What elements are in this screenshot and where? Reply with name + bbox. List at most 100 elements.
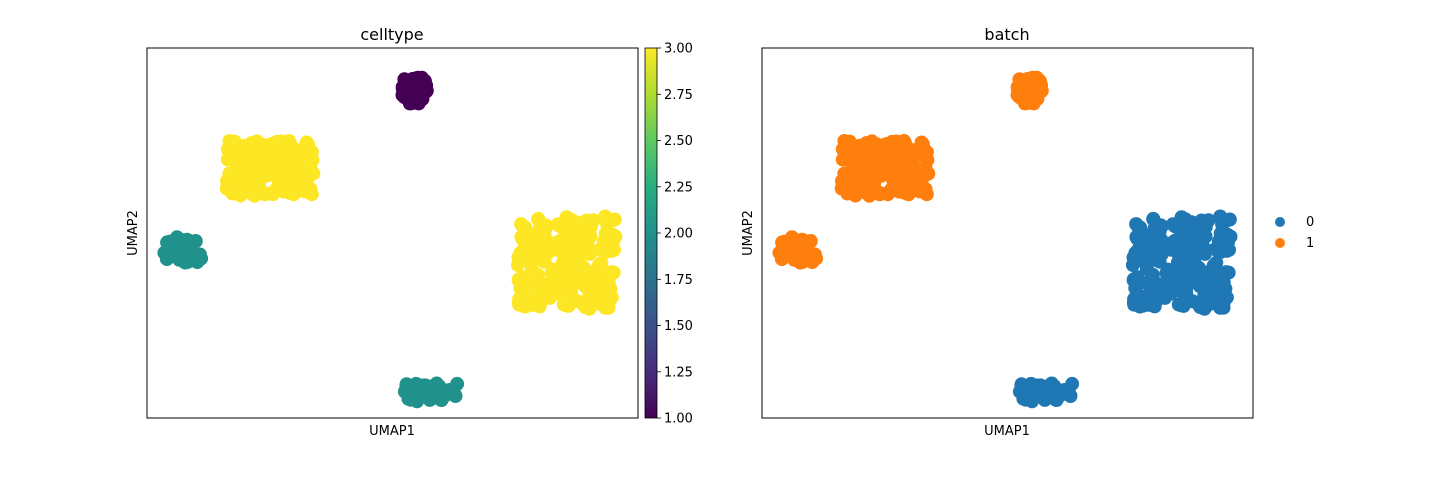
batch-panel: batch UMAP1 UMAP2 xyxy=(741,25,1254,439)
batch-point xyxy=(1126,250,1141,265)
batch-point xyxy=(899,152,914,166)
batch-point xyxy=(846,143,861,157)
celltype-point xyxy=(434,393,449,407)
celltype-point xyxy=(403,96,418,111)
batch-point xyxy=(1025,86,1040,101)
celltype-point xyxy=(182,233,196,248)
celltype-point xyxy=(606,213,620,228)
celltype-point xyxy=(271,149,286,164)
batch-point xyxy=(1195,215,1210,230)
celltype-point xyxy=(299,135,314,150)
batch-point xyxy=(1183,218,1198,232)
celltype-point xyxy=(600,223,615,238)
celltype-point xyxy=(398,73,413,88)
batch-title: batch xyxy=(984,25,1029,44)
celltype-point xyxy=(517,226,532,241)
celltype-point xyxy=(511,250,526,265)
celltype-point xyxy=(530,267,545,282)
celltype-point xyxy=(587,296,602,311)
celltype-point xyxy=(551,284,565,299)
batch-point xyxy=(1199,276,1214,290)
celltype-point xyxy=(303,160,318,175)
celltype-axes-frame xyxy=(146,47,639,419)
batch-point xyxy=(1198,229,1213,244)
colorbar-tick-label: 1.75 xyxy=(664,273,693,288)
celltype-point xyxy=(231,143,246,157)
celltype-point xyxy=(581,240,596,255)
celltype-point xyxy=(254,143,269,158)
celltype-point xyxy=(285,171,300,186)
colorbar-ticks: 1.00 1.25 1.50 1.75 2.00 2.25 2.50 2.75 3.00 xyxy=(657,42,693,427)
batch-point xyxy=(776,238,791,253)
batch-point xyxy=(1152,254,1167,269)
celltype-point xyxy=(568,218,583,232)
batch-point xyxy=(1219,243,1234,258)
celltype-point xyxy=(540,286,555,301)
batch-point xyxy=(1164,242,1179,257)
batch-point xyxy=(1165,217,1180,232)
colorbar-tick-label: 2.50 xyxy=(664,134,693,149)
celltype-point xyxy=(556,297,571,312)
batch-point xyxy=(1130,270,1145,285)
celltype-panel: celltype UMAP1 UMAP2 xyxy=(126,25,639,439)
batch-legend: 0 1 xyxy=(1275,215,1314,251)
colorbar-tick-label: 2.25 xyxy=(664,180,693,195)
batch-point xyxy=(851,167,866,182)
celltype-xlabel: UMAP1 xyxy=(369,424,415,439)
batch-point xyxy=(1177,239,1192,254)
batch-point xyxy=(1145,267,1160,282)
celltype-point xyxy=(550,217,565,232)
celltype-ylabel: UMAP2 xyxy=(126,210,141,256)
batch-point xyxy=(1132,226,1147,241)
celltype-point xyxy=(584,276,599,290)
celltype-point xyxy=(446,386,461,401)
batch-point xyxy=(1196,240,1211,255)
celltype-point xyxy=(417,382,432,397)
legend-marker-1 xyxy=(1275,238,1285,248)
celltype-point xyxy=(529,243,544,258)
batch-ylabel: UMAP2 xyxy=(741,210,756,256)
batch-point xyxy=(1187,261,1202,276)
batch-point xyxy=(1049,393,1064,407)
celltype-title: celltype xyxy=(360,25,423,44)
celltype-point xyxy=(190,249,205,264)
batch-axes-frame xyxy=(761,47,1254,419)
batch-point xyxy=(1213,272,1228,286)
celltype-point xyxy=(555,255,570,270)
batch-point xyxy=(1191,296,1206,311)
batch-point xyxy=(805,249,820,264)
batch-xlabel: UMAP1 xyxy=(984,424,1030,439)
colorbar-tick-label: 2.00 xyxy=(664,227,693,242)
batch-point xyxy=(1155,286,1170,301)
legend-marker-0 xyxy=(1275,217,1285,227)
celltype-point xyxy=(257,187,272,202)
batch-point xyxy=(1206,258,1221,273)
celltype-point xyxy=(280,137,295,152)
batch-point xyxy=(1148,223,1163,238)
celltype-point xyxy=(410,86,425,101)
celltype-point xyxy=(537,254,552,269)
legend-label-1: 1 xyxy=(1306,236,1314,251)
batch-point xyxy=(915,145,929,160)
batch-point xyxy=(1202,296,1217,311)
celltype-point xyxy=(576,296,591,311)
celltype-point xyxy=(300,145,314,160)
batch-point xyxy=(1144,243,1159,258)
batch-point xyxy=(900,171,915,186)
celltype-point xyxy=(533,223,548,238)
batch-point xyxy=(1136,298,1151,313)
celltype-point xyxy=(233,188,248,203)
colorbar-tick-label: 1.00 xyxy=(664,412,693,427)
celltype-point xyxy=(284,183,298,198)
batch-point xyxy=(839,176,854,191)
batch-point xyxy=(1170,255,1185,270)
batch-point xyxy=(848,188,863,203)
batch-point xyxy=(899,183,913,198)
colorbar-tick-label: 3.00 xyxy=(664,42,693,57)
celltype-point xyxy=(572,261,587,276)
batch-point xyxy=(886,149,901,164)
batch-point xyxy=(1032,382,1047,397)
celltype-point xyxy=(224,176,239,191)
celltype-point xyxy=(583,229,598,244)
batch-point xyxy=(1221,213,1235,228)
